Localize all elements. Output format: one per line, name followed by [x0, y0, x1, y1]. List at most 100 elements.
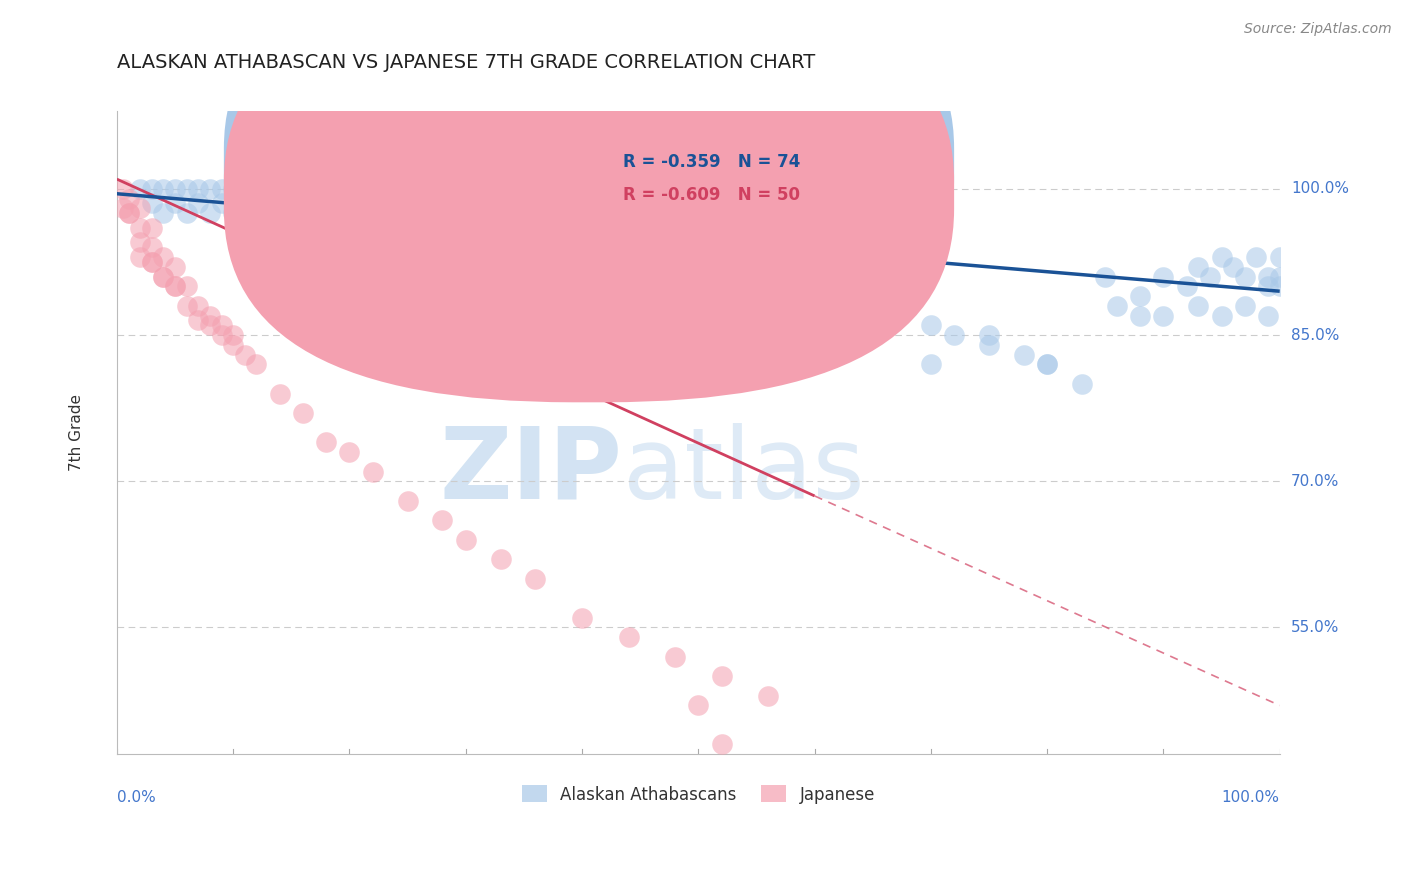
- Point: [710, 669, 733, 683]
- Point: [233, 182, 256, 196]
- Point: [163, 182, 186, 196]
- Point: [141, 196, 163, 211]
- Point: [745, 279, 768, 293]
- Point: [187, 313, 209, 327]
- Point: [269, 182, 291, 196]
- Text: ALASKAN ATHABASCAN VS JAPANESE 7TH GRADE CORRELATION CHART: ALASKAN ATHABASCAN VS JAPANESE 7TH GRADE…: [117, 54, 815, 72]
- Point: [141, 182, 163, 196]
- Point: [547, 250, 569, 264]
- Text: 85.0%: 85.0%: [1291, 327, 1339, 343]
- Point: [198, 318, 221, 333]
- Point: [1211, 250, 1233, 264]
- Point: [664, 649, 686, 664]
- Point: [628, 250, 651, 264]
- Point: [211, 328, 233, 343]
- Point: [163, 279, 186, 293]
- Point: [141, 255, 163, 269]
- Point: [688, 698, 710, 713]
- Point: [304, 196, 326, 211]
- Text: R = -0.609   N = 50: R = -0.609 N = 50: [623, 186, 800, 203]
- Point: [1199, 269, 1222, 284]
- Point: [489, 552, 512, 566]
- Point: [1211, 309, 1233, 323]
- Text: Source: ZipAtlas.com: Source: ZipAtlas.com: [1244, 22, 1392, 37]
- Point: [211, 318, 233, 333]
- Point: [111, 202, 134, 216]
- Point: [1233, 299, 1256, 313]
- Point: [141, 240, 163, 254]
- Text: 100.0%: 100.0%: [1291, 181, 1348, 196]
- Legend: Alaskan Athabascans, Japanese: Alaskan Athabascans, Japanese: [515, 779, 882, 810]
- Text: 70.0%: 70.0%: [1291, 474, 1339, 489]
- Point: [1175, 279, 1198, 293]
- Point: [163, 196, 186, 211]
- Point: [233, 348, 256, 362]
- Point: [943, 328, 966, 343]
- Point: [269, 386, 291, 401]
- Point: [257, 196, 280, 211]
- Point: [350, 182, 373, 196]
- Point: [163, 260, 186, 274]
- Point: [1071, 376, 1094, 391]
- Text: 100.0%: 100.0%: [1222, 789, 1279, 805]
- Point: [1246, 250, 1268, 264]
- Point: [280, 182, 302, 196]
- Point: [1129, 309, 1152, 323]
- Point: [117, 206, 139, 220]
- Point: [245, 206, 267, 220]
- Point: [129, 202, 152, 216]
- Point: [1187, 260, 1209, 274]
- Point: [257, 182, 280, 196]
- Point: [304, 182, 326, 196]
- Point: [315, 435, 337, 450]
- Text: 7th Grade: 7th Grade: [69, 394, 84, 471]
- Point: [1105, 299, 1128, 313]
- Point: [1129, 289, 1152, 303]
- Point: [862, 309, 884, 323]
- Point: [198, 206, 221, 220]
- Point: [862, 299, 884, 313]
- Text: 0.0%: 0.0%: [117, 789, 156, 805]
- Point: [1036, 357, 1059, 371]
- Point: [152, 269, 174, 284]
- Point: [1036, 357, 1059, 371]
- Point: [198, 309, 221, 323]
- Point: [163, 279, 186, 293]
- Point: [152, 269, 174, 284]
- Point: [920, 357, 942, 371]
- Point: [339, 445, 361, 459]
- Point: [756, 689, 779, 703]
- Point: [454, 220, 477, 235]
- Point: [361, 465, 384, 479]
- Point: [291, 182, 314, 196]
- Point: [117, 192, 139, 206]
- Point: [233, 196, 256, 211]
- Point: [245, 357, 267, 371]
- Point: [710, 738, 733, 752]
- Point: [1152, 269, 1174, 284]
- Point: [117, 206, 139, 220]
- Point: [222, 328, 245, 343]
- Point: [187, 182, 209, 196]
- Point: [152, 206, 174, 220]
- Point: [111, 182, 134, 196]
- Point: [291, 406, 314, 420]
- Point: [176, 279, 198, 293]
- FancyBboxPatch shape: [558, 140, 849, 214]
- FancyBboxPatch shape: [224, 0, 955, 402]
- Point: [1257, 309, 1279, 323]
- Point: [1094, 269, 1116, 284]
- Point: [326, 182, 349, 196]
- Point: [129, 250, 152, 264]
- Point: [1268, 269, 1291, 284]
- Point: [977, 328, 1000, 343]
- Point: [176, 182, 198, 196]
- Point: [977, 338, 1000, 352]
- Point: [1233, 269, 1256, 284]
- Text: atlas: atlas: [623, 423, 865, 520]
- Point: [1222, 260, 1244, 274]
- Point: [1268, 250, 1291, 264]
- Point: [198, 182, 221, 196]
- Point: [524, 572, 547, 586]
- Point: [129, 182, 152, 196]
